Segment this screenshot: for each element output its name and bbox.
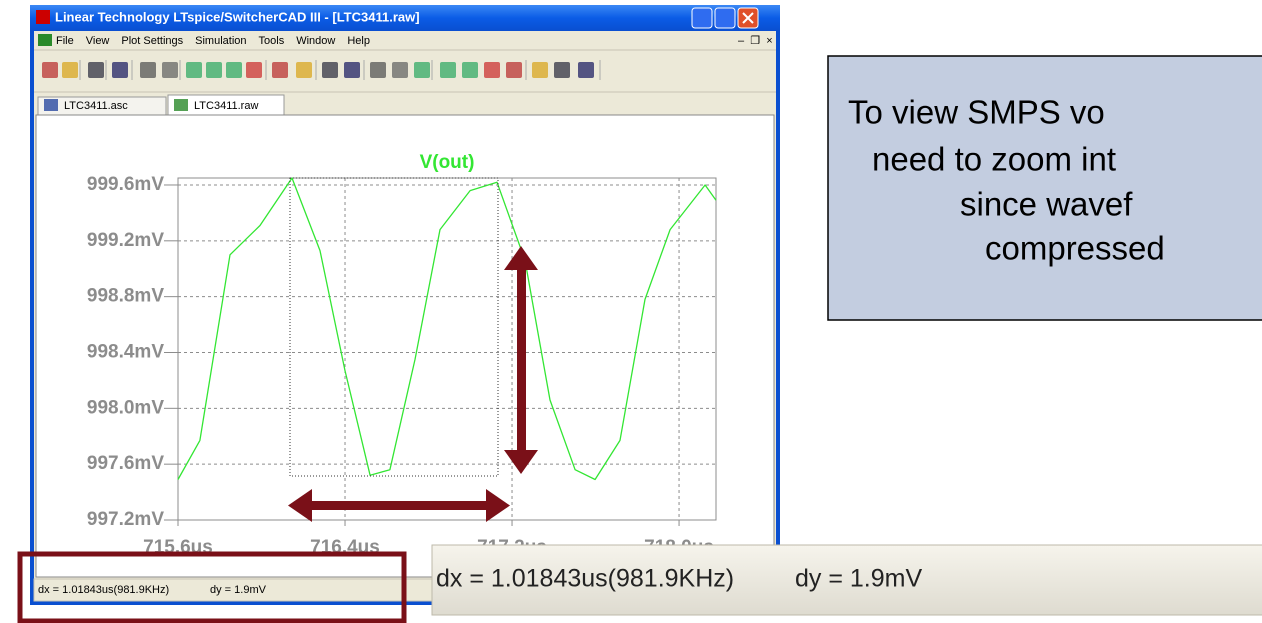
y-tick-label: 997.2mV bbox=[87, 509, 164, 530]
toolbar-button[interactable] bbox=[484, 62, 500, 78]
toolbar-button[interactable] bbox=[186, 62, 202, 78]
horizontal-arrow bbox=[288, 489, 510, 522]
title-bar bbox=[30, 5, 780, 31]
plot: V(out) 997.2mV 997.6mV 998.0mV 998.4mV 998.8m… bbox=[87, 152, 717, 558]
toolbar-button[interactable] bbox=[322, 62, 338, 78]
menu-item[interactable]: Plot Settings bbox=[121, 35, 183, 47]
tab-icon bbox=[174, 99, 188, 111]
callout-line: since wavef bbox=[960, 186, 1133, 223]
tab-bar: LTC3411.asc LTC3411.raw bbox=[37, 94, 285, 116]
app-icon bbox=[36, 10, 50, 24]
y-tick-label: 999.6mV bbox=[87, 174, 164, 195]
menu-item[interactable]: Simulation bbox=[195, 35, 246, 47]
menu-item[interactable]: File bbox=[56, 35, 74, 47]
zoomed-dx: dx = 1.01843us(981.9KHz) bbox=[436, 565, 734, 593]
trace-label: V(out) bbox=[420, 152, 475, 173]
status-dx: dx = 1.01843us(981.9KHz) bbox=[38, 584, 169, 596]
toolbar bbox=[42, 60, 601, 80]
toolbar-button[interactable] bbox=[88, 62, 104, 78]
toolbar-button[interactable] bbox=[296, 62, 312, 78]
callout-line: compressed bbox=[985, 230, 1165, 267]
toolbar-button[interactable] bbox=[392, 62, 408, 78]
toolbar-button[interactable] bbox=[440, 62, 456, 78]
window-title: Linear Technology LTspice/SwitcherCAD II… bbox=[55, 9, 420, 24]
menu-item[interactable]: Window bbox=[296, 35, 335, 47]
toolbar-button[interactable] bbox=[554, 62, 570, 78]
toolbar-button[interactable] bbox=[272, 62, 288, 78]
y-tick-label: 998.8mV bbox=[87, 286, 164, 307]
waveform bbox=[177, 177, 717, 481]
zoomed-status bbox=[431, 544, 1262, 616]
callout-box bbox=[827, 55, 1262, 321]
y-tick-label: 997.6mV bbox=[87, 453, 164, 474]
status-dy: dy = 1.9mV bbox=[210, 584, 267, 596]
zoomed-dy: dy = 1.9mV bbox=[795, 565, 922, 593]
toolbar-button[interactable] bbox=[246, 62, 262, 78]
callout-line: need to zoom int bbox=[872, 141, 1116, 178]
vertical-arrow bbox=[504, 246, 538, 474]
tab-label: LTC3411.asc bbox=[64, 100, 128, 112]
toolbar-button[interactable] bbox=[140, 62, 156, 78]
menu-item[interactable]: Tools bbox=[259, 35, 285, 47]
y-tick-label: 999.2mV bbox=[87, 230, 164, 251]
menu-item[interactable]: View bbox=[86, 35, 110, 47]
menu-bar: File View Plot Settings Simulation Tools Wind… bbox=[38, 34, 773, 47]
toolbar-button[interactable] bbox=[206, 62, 222, 78]
toolbar-button[interactable] bbox=[226, 62, 242, 78]
toolbar-button[interactable] bbox=[370, 62, 386, 78]
y-tick-label: 998.4mV bbox=[87, 342, 164, 363]
maximize-button[interactable] bbox=[714, 7, 736, 29]
toolbar-button[interactable] bbox=[112, 62, 128, 78]
tab-label: LTC3411.raw bbox=[194, 100, 258, 112]
menu-icon bbox=[38, 34, 52, 46]
toolbar-button[interactable] bbox=[344, 62, 360, 78]
highlight-box bbox=[17, 551, 407, 623]
toolbar-button[interactable] bbox=[162, 62, 178, 78]
toolbar-button[interactable] bbox=[462, 62, 478, 78]
close-icon bbox=[742, 12, 754, 24]
toolbar-button[interactable] bbox=[578, 62, 594, 78]
minimize-button[interactable] bbox=[691, 7, 713, 29]
tab-icon bbox=[44, 99, 58, 111]
toolbar-button[interactable] bbox=[42, 62, 58, 78]
plot-pane bbox=[35, 114, 775, 578]
mdi-controls: – ❐ × bbox=[738, 35, 773, 47]
callout-line: To view SMPS vo bbox=[848, 94, 1105, 131]
y-tick-label: 998.0mV bbox=[87, 397, 164, 418]
menu-item[interactable]: Help bbox=[347, 35, 370, 47]
toolbar-button[interactable] bbox=[62, 62, 78, 78]
cursor-box bbox=[289, 177, 499, 477]
toolbar-button[interactable] bbox=[414, 62, 430, 78]
toolbar-button[interactable] bbox=[532, 62, 548, 78]
toolbar-button[interactable] bbox=[506, 62, 522, 78]
